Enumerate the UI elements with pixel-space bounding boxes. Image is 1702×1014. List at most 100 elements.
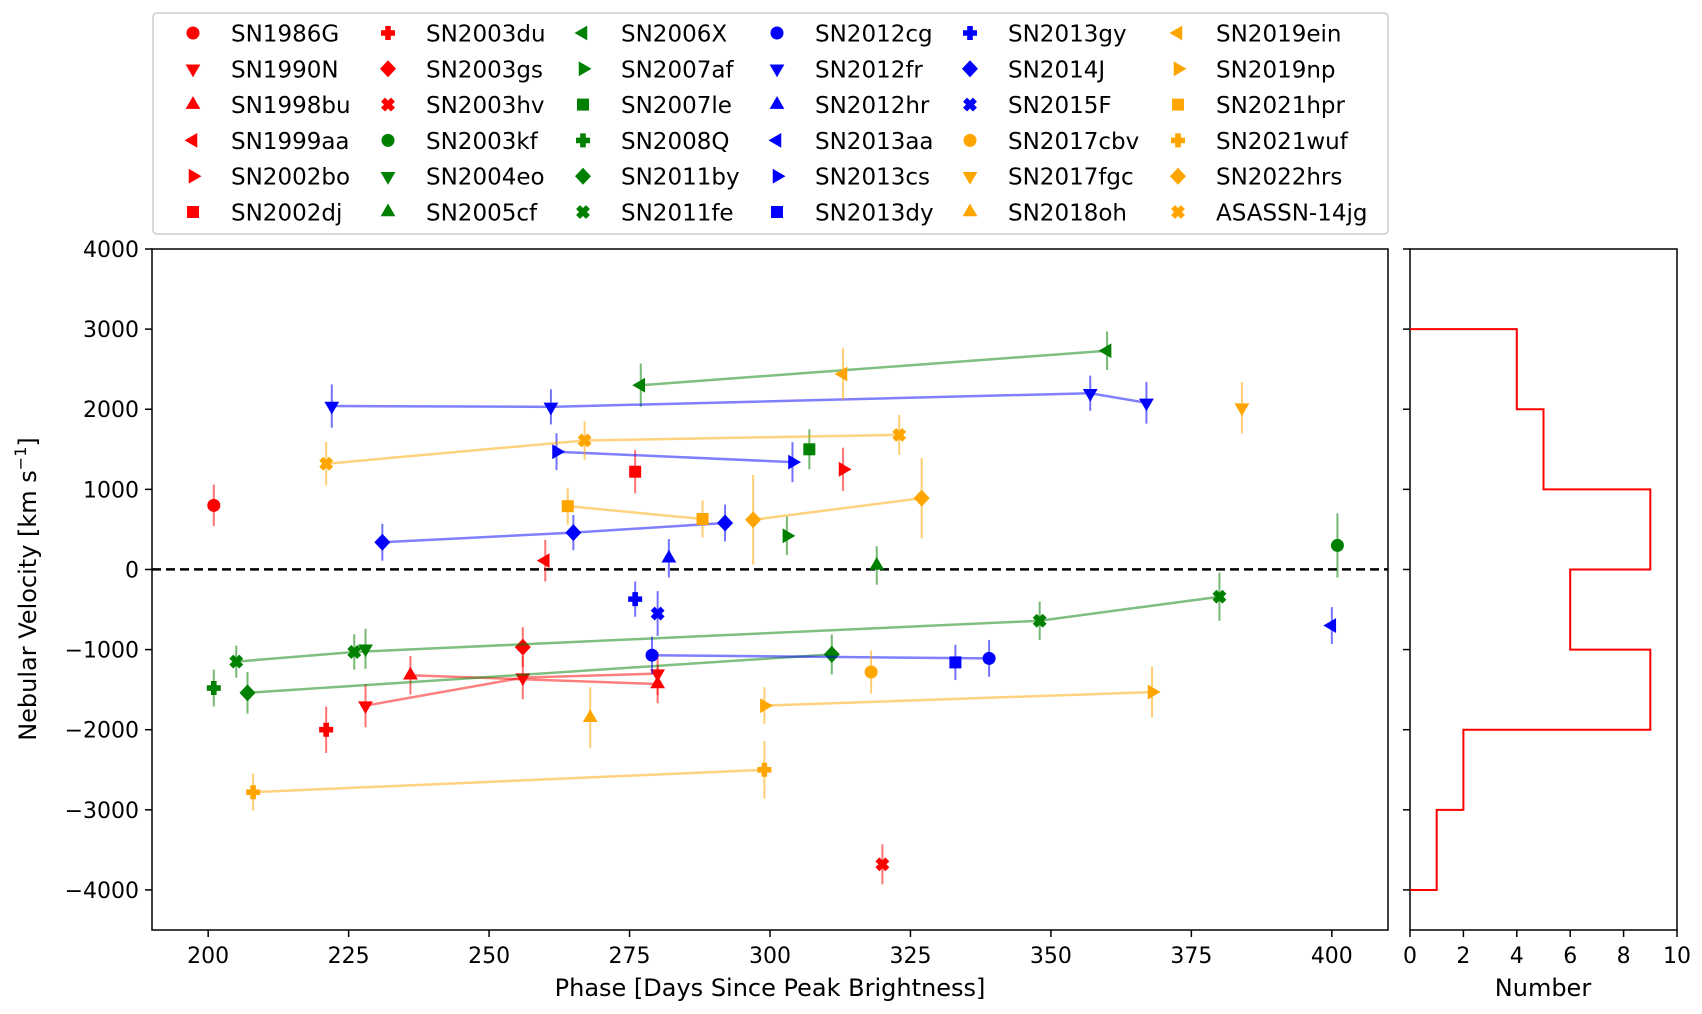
series-sn2013aa-point (1323, 618, 1337, 633)
series-sn2017cbv (864, 650, 878, 694)
histogram-x-axis-ticks: 0 2 4 6 8 10 (1403, 930, 1691, 969)
series-sn2019np-point (1147, 684, 1161, 700)
series-sn2014j-point (565, 524, 582, 542)
series-sn2015f (650, 591, 665, 636)
series-sn2012hr (661, 539, 677, 578)
legend-entry-sn2021wuf: SN2021wuf (1171, 129, 1349, 155)
legend-marker-sn2008q (576, 133, 590, 148)
legend-entry-sn1998bu: SN1998bu (185, 93, 351, 119)
series-sn2002bo (838, 447, 852, 491)
series-sn2013gy-point (628, 592, 643, 607)
histogram-x-tick-label: 0 (1403, 944, 1417, 969)
legend-label-sn2002dj: SN2002dj (231, 201, 342, 227)
legend-label-sn1998bu: SN1998bu (231, 93, 351, 119)
series-sn1998bu-point (650, 675, 666, 689)
series-sn2011fe (229, 572, 1227, 678)
x-tick-label: 325 (889, 944, 931, 969)
series-sn1998bu-point (403, 666, 418, 680)
legend-marker-sn1998bu (185, 96, 201, 109)
legend-marker-sn2011by (575, 167, 591, 185)
series-sn2017fgc (1234, 381, 1250, 434)
series-sn2012fr (324, 375, 1154, 428)
series-sn2021wuf-point (757, 762, 772, 777)
legend-marker-sn2007le (577, 98, 589, 111)
x-axis-label: Phase [Days Since Peak Brightness] (555, 974, 986, 1002)
series-sn2019np-point (760, 698, 773, 714)
series-sn2013cs (552, 433, 801, 483)
histogram-outline (1410, 328, 1652, 891)
legend-entry-sn2021hpr: SN2021hpr (1172, 93, 1346, 119)
legend-marker-sn2003gs (380, 60, 396, 78)
legend-label-sn2013aa: SN2013aa (815, 129, 934, 155)
legend-label-sn2012fr: SN2012fr (815, 57, 923, 83)
series-sn2015f-point (650, 606, 665, 621)
legend-entry-sn2003hv: SN2003hv (381, 93, 545, 119)
legend-marker-asassn-14jg-shape (1171, 205, 1185, 219)
legend-entry-sn2012cg: SN2012cg (770, 22, 933, 48)
legend-entry-sn2008q: SN2008Q (576, 129, 729, 155)
histogram-x-tick-label: 4 (1510, 944, 1524, 969)
legend-entry-sn2013cs: SN2013cs (772, 165, 930, 191)
y-tick-label: −2000 (65, 719, 139, 744)
legend-marker-sn2019ein (1169, 25, 1183, 41)
legend-label-sn2017fgc: SN2017fgc (1008, 165, 1134, 191)
series-sn2017fgc-point (1234, 403, 1250, 417)
series-asassn-14jg-point-shape (319, 456, 334, 471)
legend-label-sn1986g: SN1986G (231, 22, 339, 48)
series-asassn-14jg-point (319, 456, 334, 471)
series-sn1986g-point (207, 498, 221, 512)
series-sn2021wuf-point (246, 785, 261, 800)
legend-label-sn2003hv: SN2003hv (426, 93, 545, 119)
x-tick-label: 400 (1311, 944, 1353, 969)
series-sn2006x-point (1098, 343, 1112, 359)
legend-marker-sn2021wuf (1171, 133, 1185, 148)
series-sn1999aa (536, 539, 550, 582)
series-sn2011fe-point (1212, 589, 1227, 604)
series-asassn-14jg-point (892, 427, 907, 442)
legend-marker-sn2013dy (771, 206, 783, 218)
series-sn2011by-point (823, 645, 840, 663)
y-tick-label: 1000 (83, 478, 139, 503)
series-sn2021hpr-point (561, 500, 574, 513)
legend-label-sn2004eo: SN2004eo (426, 165, 545, 191)
series-sn2003hv (875, 844, 890, 885)
legend-label-sn1990n: SN1990N (231, 57, 339, 83)
legend-marker-sn2007af (578, 61, 592, 77)
series-sn1998bu-line (410, 673, 658, 686)
legend-marker-sn2013cs (772, 168, 786, 184)
series-sn2021hpr-point (696, 512, 709, 525)
legend-marker-sn2002bo (188, 168, 202, 184)
series-sn1990n-point (358, 701, 373, 715)
legend-entry-sn1990n: SN1990N (185, 57, 339, 83)
legend-entry-sn2015f: SN2015F (963, 93, 1112, 119)
legend-marker-sn2012cg (770, 26, 784, 40)
legend-label-sn1999aa: SN1999aa (231, 129, 350, 155)
series-sn2008q-point (206, 681, 221, 696)
series-sn2003du (319, 706, 334, 753)
series-sn2003hv-point-shape (875, 857, 890, 872)
legend-entry-sn2013gy: SN2013gy (963, 22, 1127, 48)
series-sn2007af-point (782, 528, 796, 544)
legend-label-sn2005cf: SN2005cf (426, 201, 538, 227)
histogram-x-tick-label: 6 (1563, 944, 1577, 969)
series-sn2014j-line (382, 521, 726, 544)
legend-label-sn2012cg: SN2012cg (815, 22, 933, 48)
legend-entry-sn2017fgc: SN2017fgc (962, 165, 1134, 191)
series-sn2011fe-point-shape (229, 654, 244, 669)
histogram-frame (1409, 248, 1678, 931)
legend-entry-sn1986g: SN1986G (186, 22, 339, 48)
legend-marker-sn2017fgc (962, 171, 978, 185)
y-tick-label: −4000 (65, 879, 139, 904)
x-tick-label: 250 (468, 944, 510, 969)
legend-marker-sn2012hr (769, 96, 785, 109)
y-tick-label: −1000 (65, 639, 139, 664)
series-marks (206, 331, 1344, 885)
y-tick-label: 2000 (83, 398, 139, 423)
legend-label-sn2003du: SN2003du (426, 22, 546, 48)
legend-entry-sn2019np: SN2019np (1173, 57, 1336, 83)
main-scatter-plot: 200 225 250 275 300 325 350 375 400 −4000 −3000 −2… (11, 238, 1389, 1002)
legend-marker-sn2021hpr (1172, 98, 1184, 111)
legend-label-sn2006x: SN2006X (621, 22, 727, 48)
legend-marker-sn2003du (381, 26, 395, 40)
